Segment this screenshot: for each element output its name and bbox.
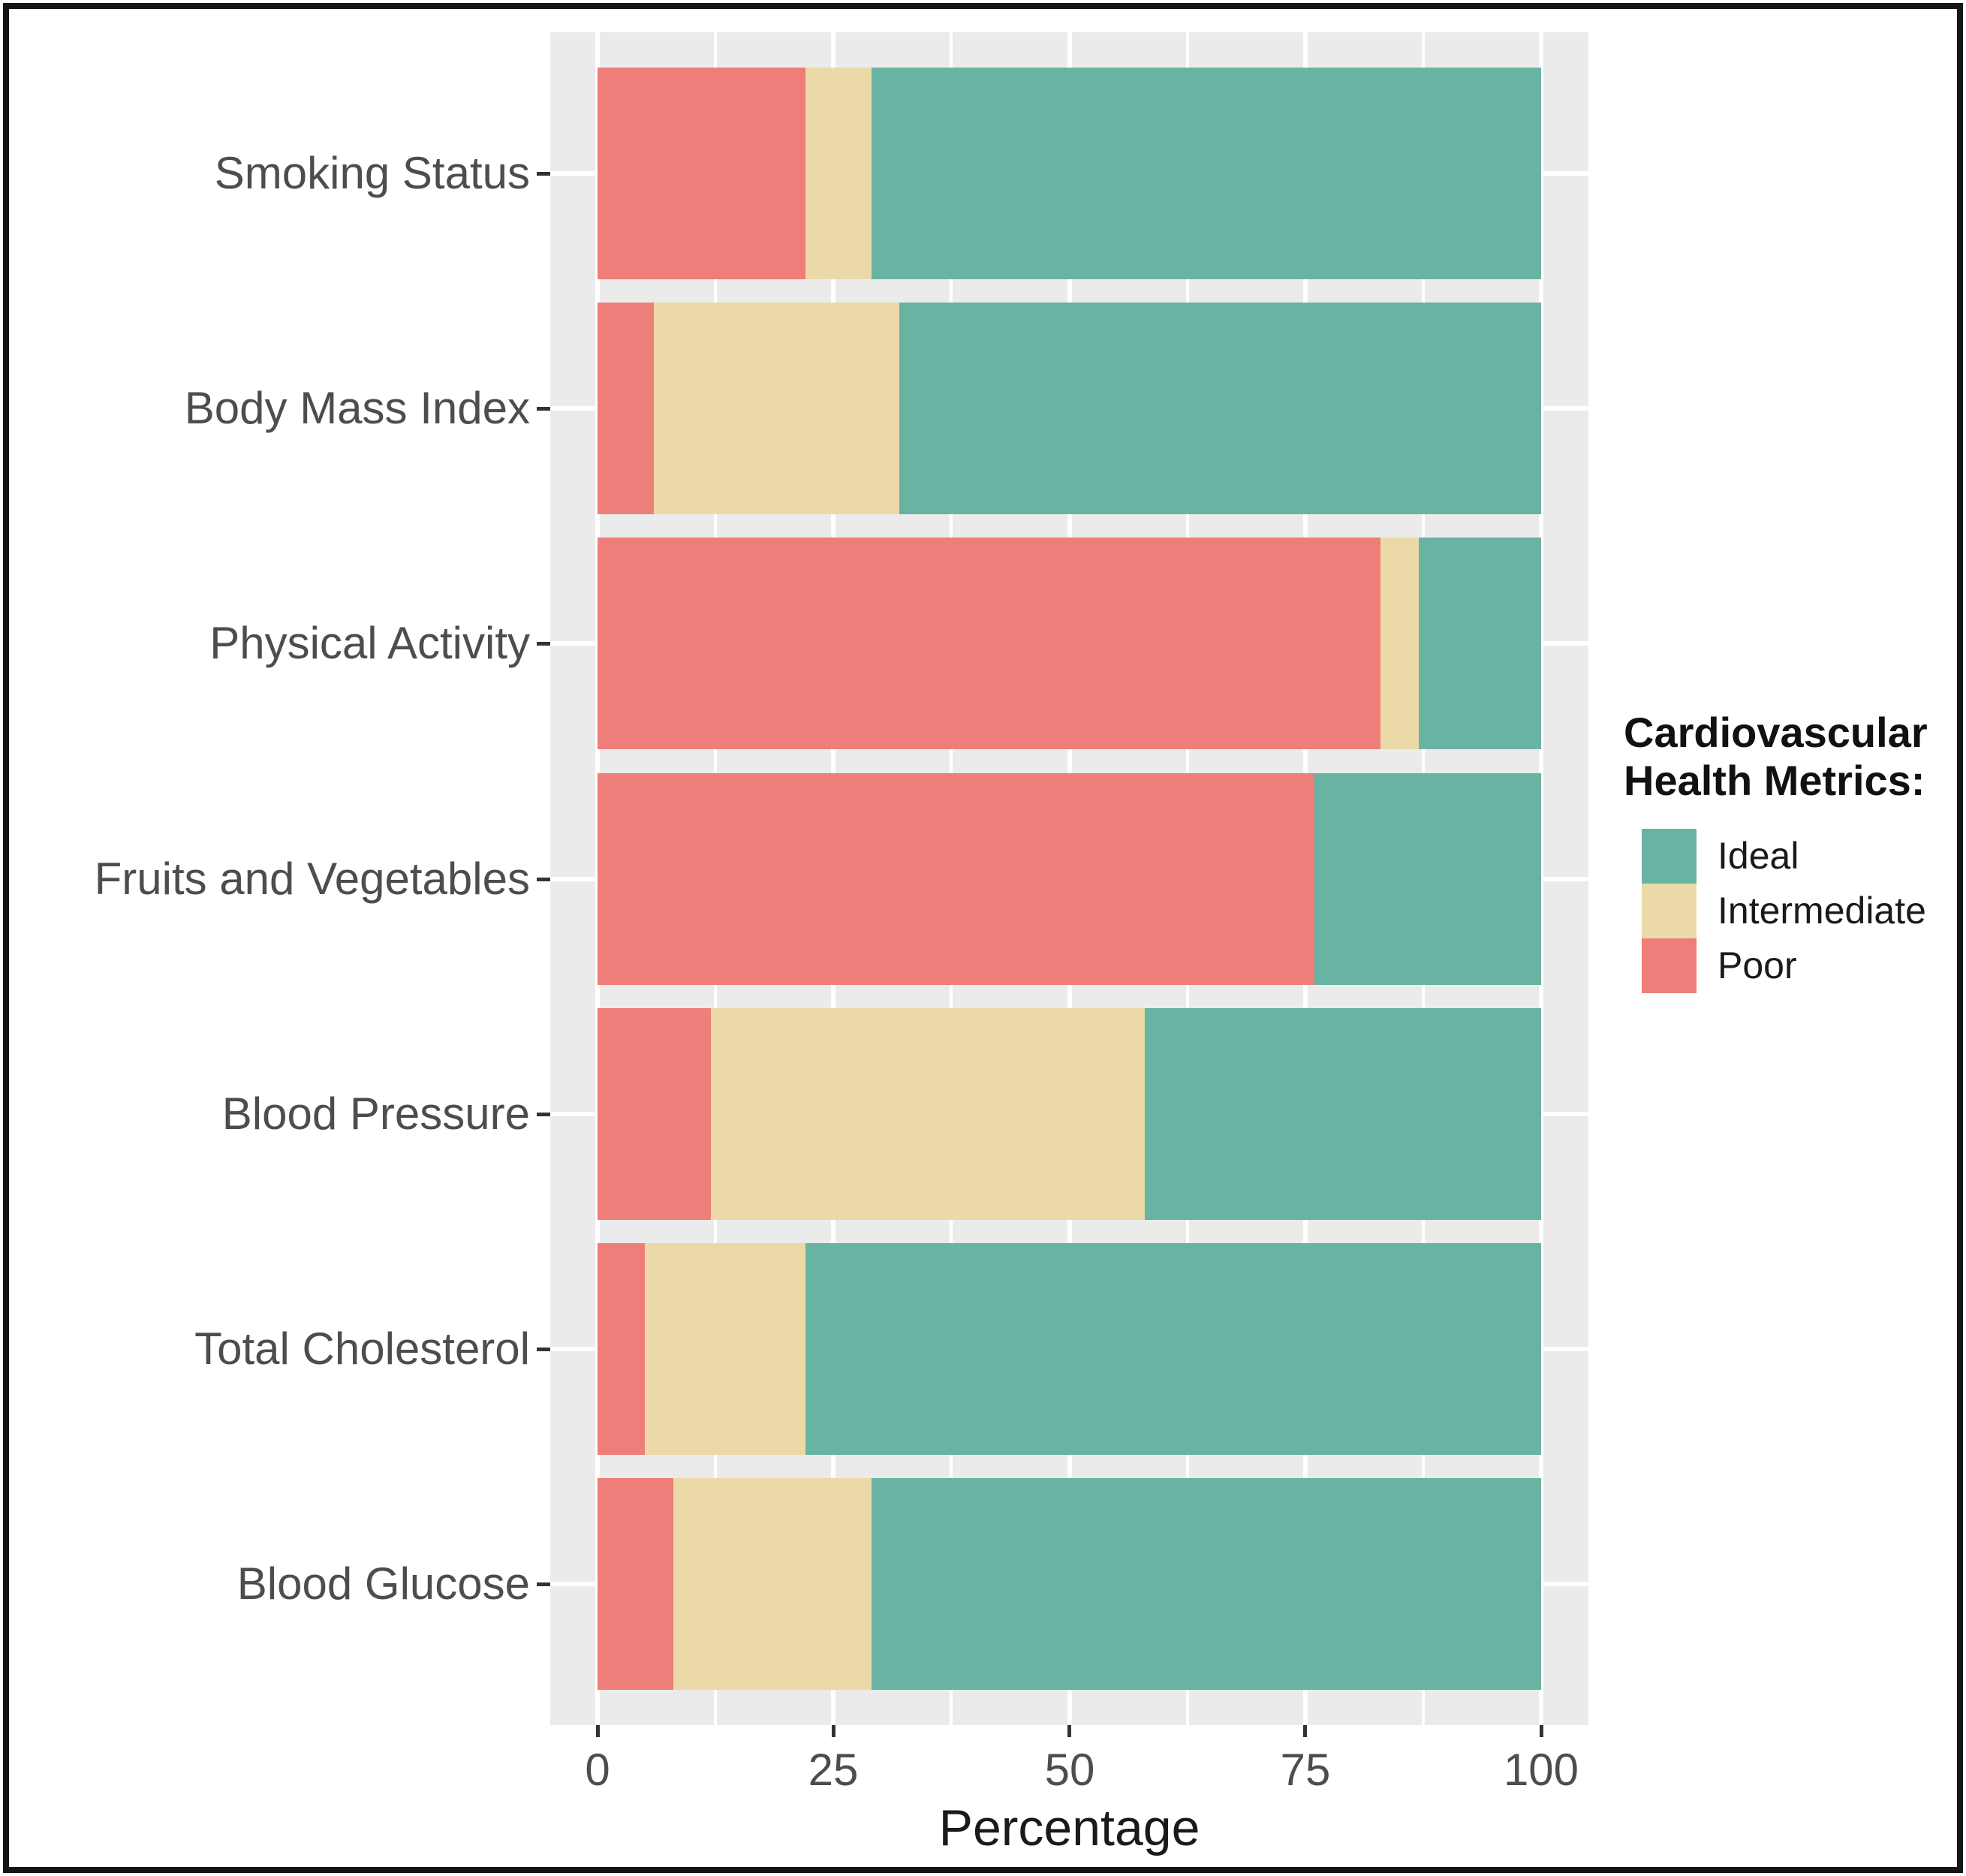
x-tick-mark (832, 1725, 835, 1737)
legend-label-intermediate: Intermediate (1718, 890, 1926, 932)
bar-segment-ideal (872, 68, 1541, 279)
bar-segment-ideal (899, 303, 1541, 514)
legend-key-poor (1642, 938, 1697, 993)
bar-segment-ideal (1314, 773, 1541, 985)
bar-row-blood-pressure (598, 1008, 1541, 1220)
y-tick-mark (537, 1348, 550, 1351)
x-tick-mark (1303, 1725, 1307, 1737)
legend-title-line-2: Health Metrics: (1624, 757, 1925, 804)
y-tick-mark (537, 407, 550, 411)
x-tick-label: 0 (585, 1745, 610, 1795)
legend-key-intermediate (1642, 884, 1697, 938)
x-axis-title: Percentage (938, 1799, 1200, 1856)
bar-segment-poor (598, 538, 1380, 749)
bar-segment-intermediate (1380, 538, 1419, 749)
y-axis-label: Smoking Status (214, 148, 530, 198)
y-tick-mark (537, 172, 550, 176)
bar-segment-intermediate (711, 1008, 1145, 1220)
x-tick-mark (596, 1725, 600, 1737)
bar-segment-ideal (1419, 538, 1541, 749)
y-axis-label: Body Mass Index (184, 383, 530, 433)
legend-label-ideal: Ideal (1718, 835, 1799, 877)
x-tick-label: 75 (1280, 1745, 1331, 1795)
x-tick-mark (1067, 1725, 1071, 1737)
legend-title-line-1: Cardiovascular (1624, 709, 1928, 756)
bar-row-body-mass-index (598, 303, 1541, 514)
x-tick-label: 100 (1503, 1745, 1579, 1795)
y-tick-mark (537, 1582, 550, 1586)
bar-segment-poor (598, 1243, 645, 1455)
y-axis-label: Blood Pressure (221, 1089, 530, 1139)
bar-segment-ideal (872, 1478, 1541, 1690)
bar-segment-poor (598, 303, 654, 514)
bar-segment-poor (598, 68, 805, 279)
y-tick-mark (537, 878, 550, 881)
bar-row-physical-activity (598, 538, 1541, 749)
y-axis-label: Fruits and Vegetables (94, 854, 530, 904)
bar-segment-intermediate (673, 1478, 872, 1690)
y-axis-label: Physical Activity (209, 618, 530, 668)
x-tick-mark (1540, 1725, 1543, 1737)
y-axis-label: Total Cholesterol (194, 1323, 530, 1374)
legend-label-poor: Poor (1718, 944, 1797, 986)
x-tick-label: 25 (808, 1745, 859, 1795)
bar-row-blood-glucose (598, 1478, 1541, 1690)
bar-segment-intermediate (654, 303, 899, 514)
bar-row-fruits-and-vegetables (598, 773, 1541, 985)
bar-segment-poor (598, 1478, 673, 1690)
x-tick-label: 50 (1044, 1745, 1095, 1795)
y-tick-mark (537, 1113, 550, 1116)
bar-segment-intermediate (645, 1243, 805, 1455)
bar-segment-poor (598, 773, 1314, 985)
bar-segment-intermediate (805, 68, 872, 279)
bar-segment-ideal (805, 1243, 1541, 1455)
bar-segment-ideal (1145, 1008, 1541, 1220)
legend-key-ideal (1642, 829, 1697, 884)
y-axis-label: Blood Glucose (236, 1558, 530, 1609)
plot-panel (550, 32, 1588, 1725)
bar-row-smoking-status (598, 68, 1541, 279)
y-tick-mark (537, 642, 550, 646)
bar-segment-poor (598, 1008, 711, 1220)
bar-row-total-cholesterol (598, 1243, 1541, 1455)
